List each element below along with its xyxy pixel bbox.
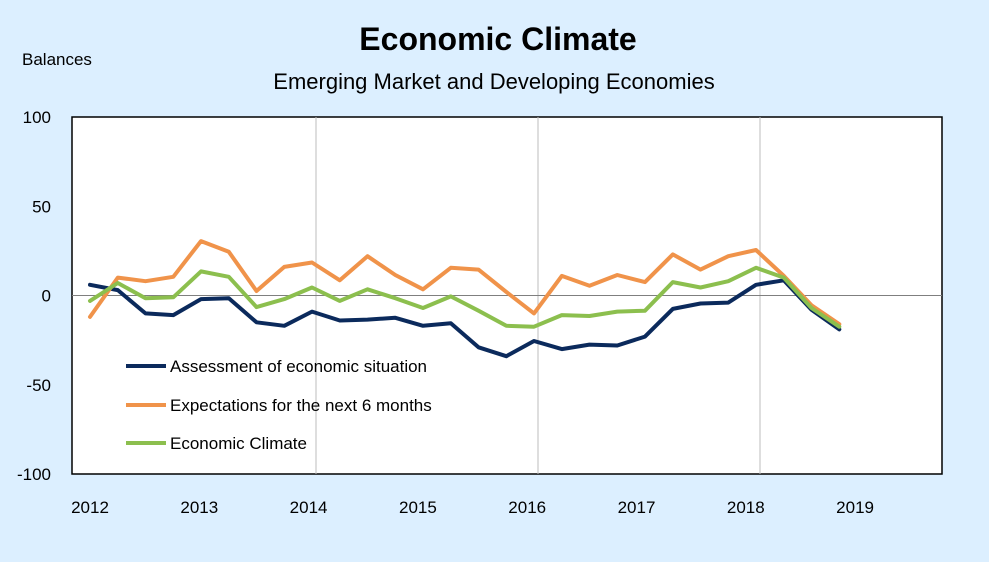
x-tick-label: 2018 bbox=[727, 498, 765, 517]
x-tick-label: 2012 bbox=[71, 498, 109, 517]
series-line-1 bbox=[88, 278, 842, 359]
x-tick-label: 2015 bbox=[399, 498, 437, 517]
x-tick-label: 2016 bbox=[508, 498, 546, 517]
legend-label-3: Economic Climate bbox=[170, 434, 307, 453]
x-tick-label: 2019 bbox=[836, 498, 874, 517]
x-tick-label: 2013 bbox=[180, 498, 218, 517]
x-tick-label: 2014 bbox=[290, 498, 328, 517]
legend: Assessment of economic situation Expectat… bbox=[126, 357, 432, 453]
series-lines bbox=[88, 239, 842, 359]
y-axis-ticks: 100 50 0 -50 -100 bbox=[17, 108, 51, 484]
y-tick-label: 50 bbox=[32, 197, 51, 216]
x-axis-ticks: 2012 2013 2014 2015 2016 2017 2018 2019 bbox=[71, 498, 874, 517]
y-tick-label: 100 bbox=[23, 108, 51, 127]
series-line-3 bbox=[88, 265, 842, 329]
legend-label-2: Expectations for the next 6 months bbox=[170, 396, 432, 415]
y-axis-label: Balances bbox=[22, 50, 92, 69]
chart-subtitle: Emerging Market and Developing Economies bbox=[273, 69, 714, 94]
y-tick-label: -50 bbox=[26, 376, 51, 395]
chart-title: Economic Climate bbox=[359, 21, 636, 57]
x-tick-label: 2017 bbox=[618, 498, 656, 517]
y-tick-label: 0 bbox=[42, 287, 51, 306]
legend-label-1: Assessment of economic situation bbox=[170, 357, 427, 376]
series-line-2 bbox=[88, 239, 842, 327]
y-tick-label: -100 bbox=[17, 465, 51, 484]
